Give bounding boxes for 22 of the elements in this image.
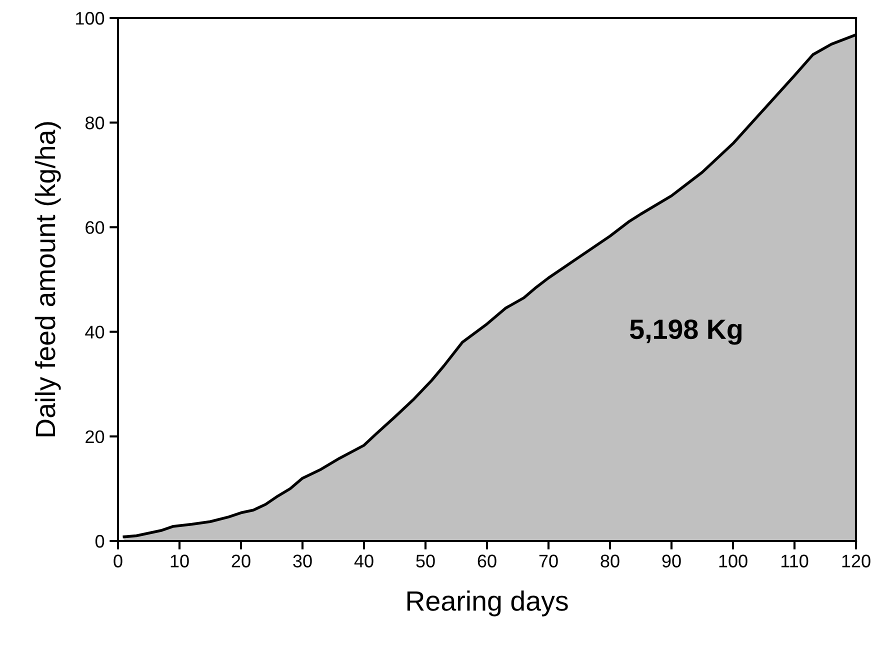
x-axis-title: Rearing days bbox=[407, 590, 568, 616]
x-tick-label: 70 bbox=[539, 554, 558, 568]
x-tick-label: 80 bbox=[600, 554, 620, 568]
x-tick-label: 20 bbox=[232, 554, 250, 568]
y-tick-label: 80 bbox=[86, 116, 104, 130]
x-tick-label: 120 bbox=[842, 554, 870, 568]
x-tick-label: 40 bbox=[354, 554, 374, 568]
x-tick-label: 60 bbox=[478, 554, 496, 568]
y-tick-label: 100 bbox=[76, 12, 104, 25]
x-tick-label: 90 bbox=[662, 554, 681, 568]
x-tick-label: 10 bbox=[170, 554, 189, 568]
x-tick-label: 30 bbox=[293, 554, 312, 568]
y-tick-label: 60 bbox=[86, 221, 104, 234]
y-axis-title: Daily feed amount (kg/ha) bbox=[34, 122, 61, 436]
x-tick-label: 0 bbox=[114, 554, 122, 568]
x-tick-label: 110 bbox=[781, 554, 808, 568]
y-tick-label: 0 bbox=[95, 534, 104, 548]
x-tick-label: 100 bbox=[719, 554, 748, 568]
x-tick-label: 50 bbox=[416, 554, 435, 568]
y-tick-label: 40 bbox=[85, 326, 104, 339]
annotation: 5,198 Kg bbox=[630, 319, 742, 345]
y-tick-label: 20 bbox=[86, 430, 104, 444]
